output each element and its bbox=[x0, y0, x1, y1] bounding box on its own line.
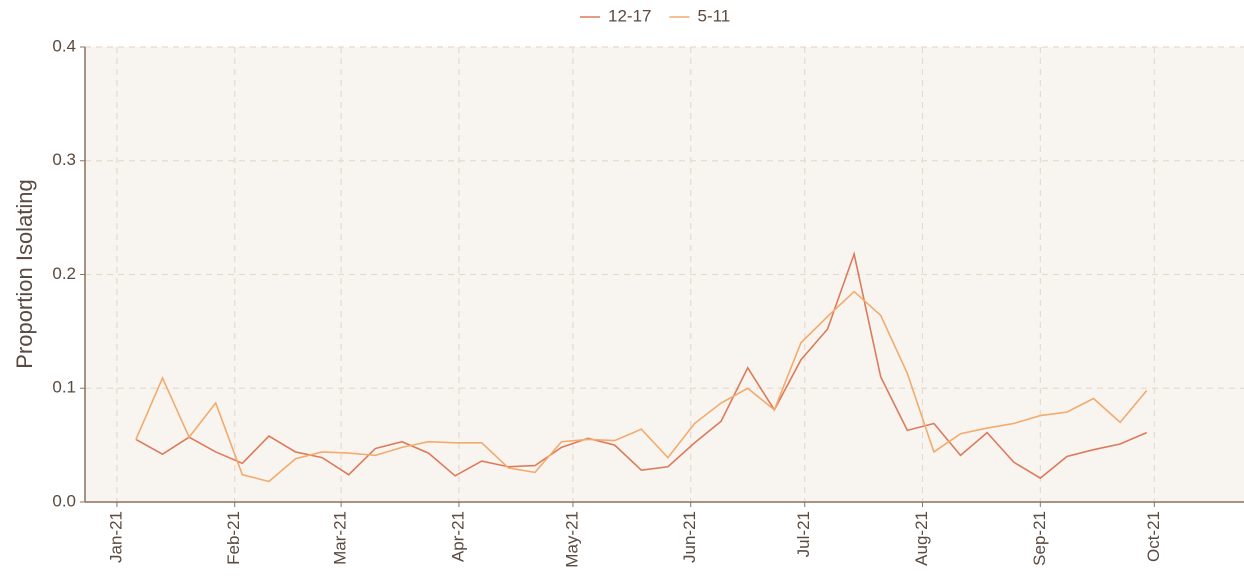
x-tick-label: Aug-21 bbox=[912, 511, 931, 566]
y-tick-label: 0.4 bbox=[52, 36, 76, 55]
x-tick-label: Jan-21 bbox=[106, 511, 125, 563]
y-tick-label: 0.3 bbox=[52, 150, 76, 169]
x-tick-label: Oct-21 bbox=[1144, 511, 1163, 562]
x-tick-label: Feb-21 bbox=[224, 511, 243, 565]
legend-label: 12-17 bbox=[608, 6, 651, 25]
x-tick-label: May-21 bbox=[562, 511, 581, 568]
x-tick-label: Mar-21 bbox=[331, 511, 350, 565]
y-axis-label: Proportion Isolating bbox=[12, 179, 37, 369]
y-tick-label: 0.0 bbox=[52, 491, 76, 510]
legend-label: 5-11 bbox=[697, 6, 730, 25]
x-tick-label: Sep-21 bbox=[1030, 511, 1049, 566]
y-tick-label: 0.2 bbox=[52, 264, 76, 283]
data-line bbox=[135, 251, 1148, 480]
plot-panel bbox=[85, 47, 1244, 502]
data-line bbox=[135, 290, 1148, 483]
x-tick-label: Apr-21 bbox=[448, 511, 467, 562]
y-tick-label: 0.1 bbox=[52, 378, 76, 397]
x-tick-label: Jun-21 bbox=[680, 511, 699, 563]
x-tick-label: Jul-21 bbox=[794, 511, 813, 557]
